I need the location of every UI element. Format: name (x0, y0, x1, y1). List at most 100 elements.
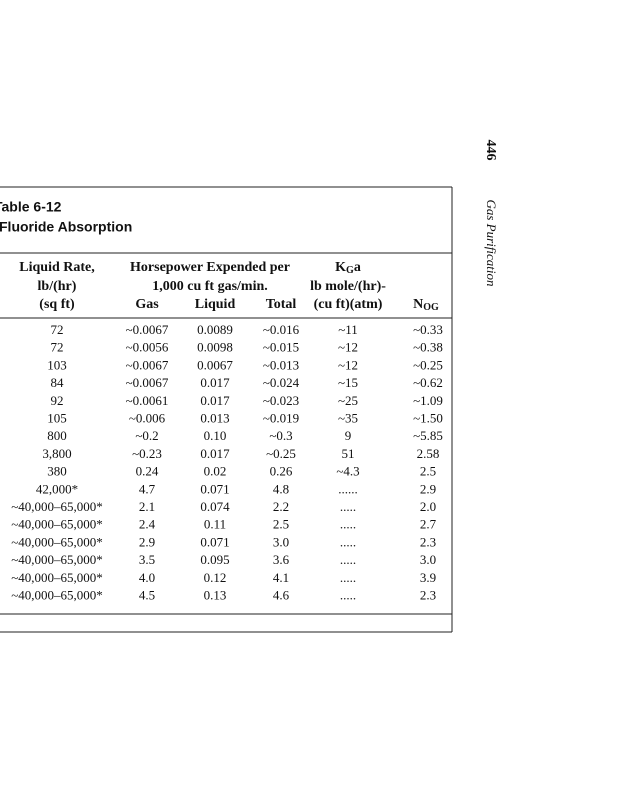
col-header: lb/(hr) (38, 279, 77, 294)
cell: ~0.62 (413, 375, 443, 390)
cell: 2.7 (420, 517, 437, 532)
cell: ~0.024 (263, 375, 300, 390)
cell: ~40,000–65,000* (11, 517, 103, 532)
cell: 105 (47, 410, 67, 425)
cell: ~0.013 (263, 357, 299, 372)
cell: ..... (340, 587, 356, 602)
table-title: Fluoride Absorption (0, 219, 132, 235)
cell: 0.095 (200, 552, 229, 567)
table-label: Table 6-12 (0, 199, 62, 215)
cell: 0.24 (136, 464, 159, 479)
cell: 0.11 (204, 517, 226, 532)
cell: 84 (51, 375, 65, 390)
cell: 0.013 (200, 410, 229, 425)
cell: 0.13 (204, 587, 227, 602)
cell: ~40,000–65,000* (11, 534, 103, 549)
cell: ~0.33 (413, 322, 443, 337)
cell: 0.017 (200, 446, 230, 461)
cell: ~0.0061 (126, 393, 169, 408)
cell: 9 (345, 428, 352, 443)
kga-sub: G (346, 265, 354, 276)
cell: ~25 (338, 393, 358, 408)
cell: 42,000* (36, 481, 78, 496)
cell: ~0.25 (413, 357, 443, 372)
table-body: 72 ~0.0067 0.0089 ~0.016 ~11 ~0.33 72 ~0.0056 0.… (11, 322, 443, 603)
cell: ..... (340, 517, 356, 532)
col-header: Total (266, 297, 297, 312)
cell: ~0.3 (269, 428, 292, 443)
cell: 800 (47, 428, 67, 443)
cell: 2.1 (139, 499, 155, 514)
col-header: Liquid Rate, (19, 260, 94, 275)
cell: 2.9 (420, 481, 436, 496)
col-header: Gas (135, 297, 159, 312)
cell: 4.8 (273, 481, 289, 496)
cell: 4.6 (273, 587, 290, 602)
cell: 0.071 (200, 481, 229, 496)
cell: 4.5 (139, 587, 155, 602)
kga-after: a (354, 260, 361, 275)
cell: ~40,000–65,000* (11, 587, 103, 602)
cell: 3,800 (42, 446, 71, 461)
col-header: 1,000 cu ft gas/min. (152, 279, 268, 294)
cell: ..... (340, 552, 356, 567)
cell: ~0.023 (263, 393, 299, 408)
cell: 0.0098 (197, 340, 233, 355)
cell: 2.5 (273, 517, 289, 532)
cell: 4.0 (139, 570, 155, 585)
cell: ~4.3 (336, 464, 359, 479)
kga-main: K (335, 260, 346, 275)
cell: 4.7 (139, 481, 156, 496)
cell: ~0.0067 (126, 357, 169, 372)
cell: 0.074 (200, 499, 230, 514)
cell: ..... (340, 499, 356, 514)
cell: ..... (340, 534, 356, 549)
cell: 0.10 (204, 428, 227, 443)
nog-sub: OG (423, 302, 439, 313)
cell: ~0.015 (263, 340, 299, 355)
cell: 4.1 (273, 570, 289, 585)
cell: 92 (51, 393, 64, 408)
cell: ~12 (338, 340, 358, 355)
cell: 2.5 (420, 464, 436, 479)
cell: 2.0 (420, 499, 436, 514)
cell: ~0.0067 (126, 375, 169, 390)
cell: 0.12 (204, 570, 227, 585)
cell: ~0.25 (266, 446, 296, 461)
cell: 2.58 (417, 446, 440, 461)
cell: ~0.0067 (126, 322, 169, 337)
cell: 0.0089 (197, 322, 233, 337)
col-header: KGa (335, 260, 361, 276)
cell: 2.3 (420, 587, 436, 602)
col-header: Liquid (195, 297, 236, 312)
cell: 103 (47, 357, 67, 372)
cell: ~0.2 (135, 428, 158, 443)
cell: ~5.85 (413, 428, 443, 443)
cell: ~0.016 (263, 322, 300, 337)
cell: 2.2 (273, 499, 289, 514)
col-header: lb mole/(hr)- (310, 279, 386, 294)
cell: 3.0 (420, 552, 436, 567)
col-header: (sq ft) (39, 297, 75, 312)
cell: ~1.09 (413, 393, 443, 408)
cell: 0.017 (200, 375, 230, 390)
col-header: Horsepower Expended per (130, 260, 290, 275)
cell: 51 (342, 446, 355, 461)
cell: 2.4 (139, 517, 156, 532)
cell: 2.9 (139, 534, 155, 549)
cell: ~0.019 (263, 410, 299, 425)
cell: ~40,000–65,000* (11, 552, 103, 567)
cell: 2.3 (420, 534, 436, 549)
cell: 0.071 (200, 534, 229, 549)
cell: ~15 (338, 375, 358, 390)
cell: ..... (340, 570, 356, 585)
cell: 3.0 (273, 534, 289, 549)
cell: 72 (51, 340, 64, 355)
cell: ~0.38 (413, 340, 443, 355)
running-head: Gas Purification (484, 199, 499, 286)
cell: 0.0067 (197, 357, 233, 372)
cell: ~11 (338, 322, 358, 337)
cell: 380 (47, 464, 67, 479)
col-header: (cu ft)(atm) (314, 297, 383, 312)
page-number: 446 (483, 140, 498, 161)
